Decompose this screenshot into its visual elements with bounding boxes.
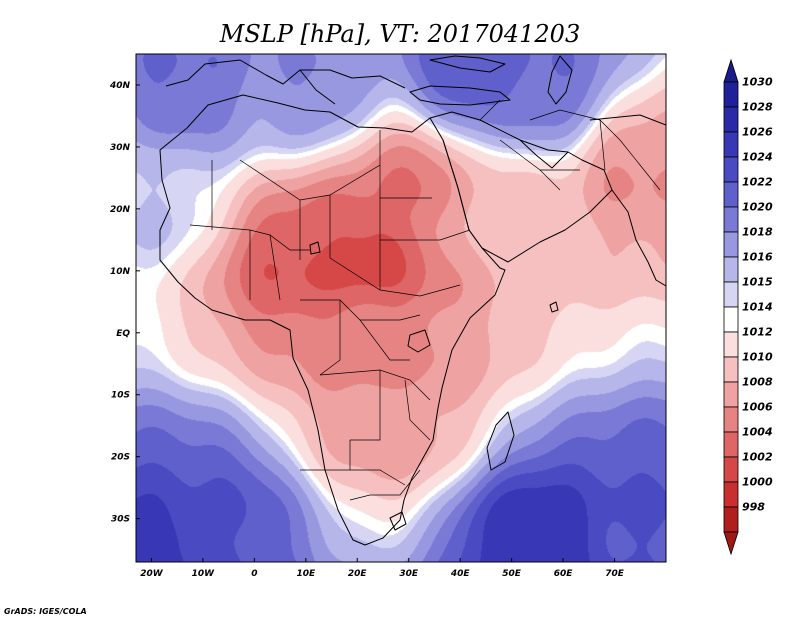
lat-tick-label: 40N (109, 81, 131, 91)
coastline-outlines (159, 55, 666, 546)
latitude-axis: 40N 30N 20N 10N EQ 10S 20S 30S (109, 81, 140, 525)
colorbar-label: 1024 (742, 151, 773, 164)
colorbar-label: 1016 (742, 251, 773, 264)
colorbar-swatch (723, 356, 739, 383)
lon-tick-label: 20W (140, 569, 164, 579)
caspian-coast (547, 55, 573, 105)
colorbar-label: 1006 (742, 401, 773, 414)
colorbar: 1030 1028 1026 1024 1022 1020 1018 1016 1015 1014… (723, 58, 773, 556)
lon-tick-label: 60E (554, 569, 574, 579)
madagascar-coast (486, 411, 515, 471)
colorbar-swatch (723, 331, 739, 358)
lon-tick-label: 40E (450, 569, 471, 579)
colorbar-swatch (723, 456, 739, 483)
lat-tick-label: 10N (110, 267, 131, 277)
colorbar-swatch (723, 506, 739, 533)
colorbar-swatch (723, 231, 739, 258)
black-sea-coast (429, 55, 506, 73)
map-frame (135, 53, 667, 563)
colorbar-label: 1018 (742, 226, 773, 239)
colorbar-swatch (723, 131, 739, 158)
colorbar-label: 998 (742, 501, 765, 514)
longitude-axis: 20W 10W 0 10E 20E 30E 40E 50E 60E 70E (140, 558, 625, 579)
lat-tick-label: EQ (116, 329, 130, 339)
colorbar-swatch (723, 431, 739, 458)
colorbar-label: 1004 (742, 426, 773, 439)
map-title: MSLP [hPa], VT: 2017041203 (219, 20, 580, 48)
lat-tick-label: 30S (111, 515, 130, 525)
lat-tick-label: 20N (110, 205, 131, 215)
colorbar-swatch (723, 481, 739, 508)
colorbar-label: 1028 (742, 101, 773, 114)
colorbar-swatch (723, 181, 739, 208)
lake-chad (309, 241, 321, 255)
persian-gulf (519, 139, 569, 169)
lon-tick-label: 0 (251, 569, 257, 579)
colorbar-swatch (723, 406, 739, 433)
colorbar-label: 1030 (742, 76, 773, 89)
colorbar-label: 1020 (742, 201, 773, 214)
colorbar-swatch (723, 256, 739, 283)
colorbar-label: 1002 (742, 451, 773, 464)
africa-coastline (159, 94, 506, 546)
colorbar-label: 1014 (742, 301, 773, 314)
lat-tick-label: 20S (111, 453, 130, 463)
colorbar-top-arrow (723, 58, 739, 83)
colorbar-label: 1010 (742, 351, 773, 364)
colorbar-label: 1008 (742, 376, 773, 389)
colorbar-label: 1015 (742, 276, 773, 289)
colorbar-bottom-arrow (723, 531, 739, 556)
colorbar-swatch (723, 206, 739, 233)
lesotho-outline (389, 511, 407, 531)
lake-victoria (407, 329, 431, 353)
pressure-field (136, 54, 666, 562)
colorbar-label: 1026 (742, 126, 773, 139)
lon-tick-label: 70E (605, 569, 625, 579)
lat-tick-label: 10S (111, 391, 130, 401)
colorbar-swatch (723, 281, 739, 308)
lon-tick-label: 30E (399, 569, 419, 579)
country-borders (189, 99, 661, 501)
india-coast (589, 114, 666, 287)
colorbar-label: 1012 (742, 326, 773, 339)
lon-tick-label: 10E (296, 569, 316, 579)
lat-tick-label: 30N (110, 143, 131, 153)
colorbar-swatch (723, 306, 739, 333)
colorbar-label: 1000 (742, 476, 773, 489)
arabian-sea-islands (549, 301, 559, 313)
map-panel: 20W 10W 0 10E 20E 30E 40E 50E 60E 70E 40N 30N 20N 10… (109, 53, 667, 579)
lon-tick-label: 20E (348, 569, 368, 579)
lon-tick-label: 50E (502, 569, 522, 579)
colorbar-swatch (723, 156, 739, 183)
lon-tick-label: 10W (192, 569, 216, 579)
colorbar-swatch (723, 381, 739, 408)
europe-coastline (165, 59, 406, 105)
grads-credit: GrADS: IGES/COLA (4, 607, 87, 616)
colorbar-label: 1022 (742, 176, 773, 189)
turkey-coast (409, 85, 511, 106)
colorbar-swatch (723, 106, 739, 133)
colorbar-swatch (723, 81, 739, 108)
